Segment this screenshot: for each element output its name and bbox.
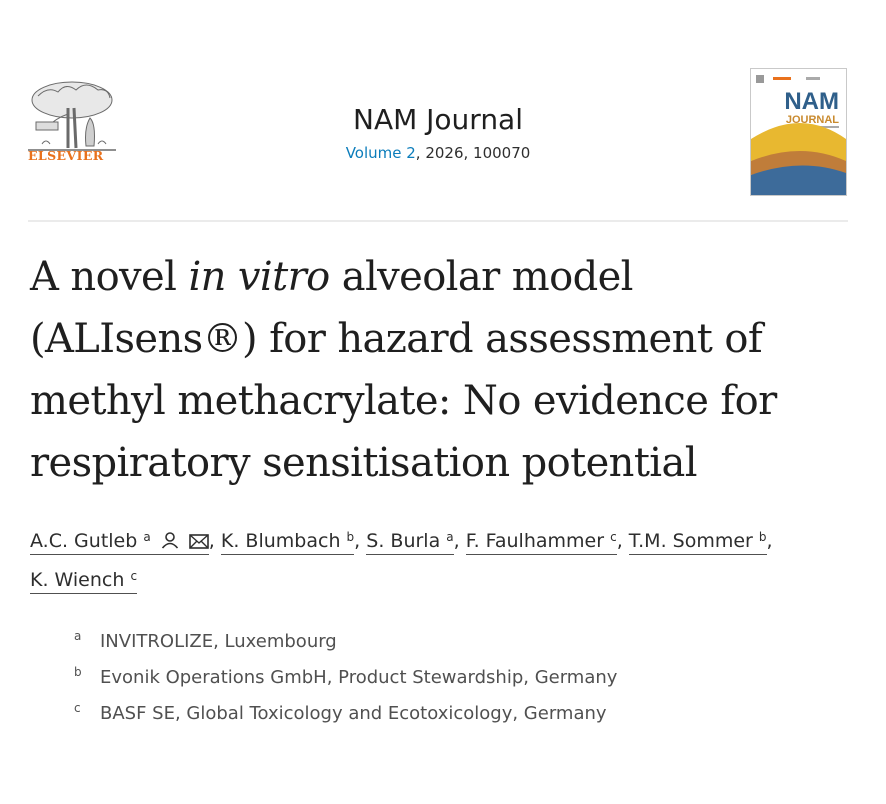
header-divider bbox=[28, 220, 848, 222]
author-list: A.C. Gutleb a , K. Blumbach b, S. Burla … bbox=[30, 520, 850, 598]
publisher-name: ELSEVIER bbox=[28, 148, 104, 163]
svg-text:JOURNAL: JOURNAL bbox=[786, 114, 839, 126]
affiliation-list: a INVITROLIZE, Luxembourg b Evonik Operati… bbox=[74, 624, 774, 732]
author-link[interactable]: T.M. Sommer b bbox=[628, 530, 767, 555]
volume-link[interactable]: Volume 2 bbox=[345, 144, 416, 162]
title-text: A novel bbox=[30, 254, 189, 300]
journal-name[interactable]: NAM Journal bbox=[353, 103, 523, 136]
title-italic-text: in vitro bbox=[188, 254, 330, 300]
affiliation-item: a INVITROLIZE, Luxembourg bbox=[74, 629, 337, 652]
journal-info: NAM Journal Volume 2, 2026, 100070 bbox=[278, 102, 598, 162]
issue-info: , 2026, 100070 bbox=[415, 144, 531, 162]
author-link[interactable]: K. Wiench c bbox=[30, 569, 138, 594]
author-link[interactable]: K. Blumbach b bbox=[220, 530, 355, 555]
author-link[interactable]: F. Faulhammer c bbox=[465, 530, 617, 555]
journal-cover-thumbnail-icon[interactable]: NAM JOURNAL bbox=[750, 68, 847, 196]
article-header: ELSEVIER NAM Journal Volume 2, 2026, 100… bbox=[28, 64, 848, 200]
affiliation-item: b Evonik Operations GmbH, Product Steward… bbox=[74, 665, 618, 688]
title-text-rest: alveolar model (ALIsens®) for hazard ass… bbox=[30, 254, 777, 486]
cover-title: NAM bbox=[784, 88, 839, 115]
person-icon[interactable] bbox=[161, 532, 179, 549]
elsevier-tree-logo-icon[interactable] bbox=[28, 68, 116, 168]
envelope-icon[interactable] bbox=[188, 534, 209, 549]
article-title: A novel in vitro alveolar model (ALIsens… bbox=[30, 246, 860, 494]
author-link[interactable]: S. Burla a bbox=[366, 530, 454, 555]
journal-meta: Volume 2, 2026, 100070 bbox=[278, 144, 598, 162]
author-link[interactable]: A.C. Gutleb a bbox=[30, 530, 209, 555]
affiliation-item: c BASF SE, Global Toxicology and Ecotoxic… bbox=[74, 701, 607, 724]
